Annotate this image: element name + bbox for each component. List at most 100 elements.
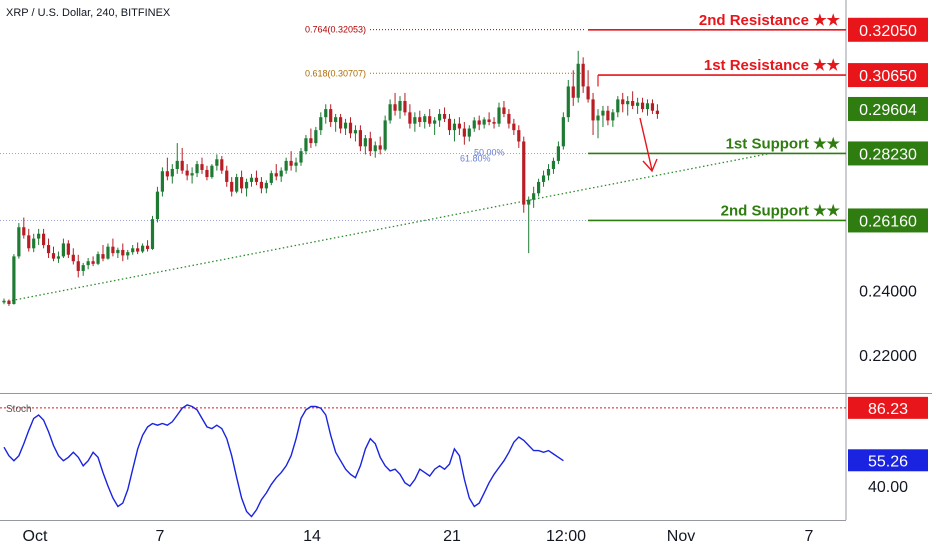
candle-body bbox=[170, 168, 174, 177]
level-price-box bbox=[848, 63, 928, 88]
candle-body bbox=[264, 182, 268, 189]
candle-body bbox=[398, 101, 402, 111]
candle-body bbox=[636, 102, 640, 106]
candle-body bbox=[225, 170, 229, 182]
level-price-box bbox=[848, 17, 928, 42]
candle-body bbox=[200, 164, 204, 170]
candle-body bbox=[546, 168, 551, 176]
candle-body bbox=[46, 245, 51, 254]
stoch-y-tick-label: 40.00 bbox=[868, 479, 908, 496]
candle-body bbox=[279, 170, 283, 177]
candle-body bbox=[304, 138, 308, 152]
x-tick-label: 7 bbox=[805, 528, 814, 545]
candle-body bbox=[472, 120, 476, 129]
candle-body bbox=[2, 300, 6, 303]
candle-body bbox=[591, 99, 595, 121]
candle-body bbox=[358, 130, 362, 147]
candle-body bbox=[215, 159, 219, 166]
candle-body bbox=[205, 169, 209, 178]
candle-body bbox=[626, 101, 630, 105]
candle-body bbox=[442, 113, 447, 119]
candle-body bbox=[150, 219, 155, 249]
candle-body bbox=[244, 181, 249, 189]
candle-body bbox=[180, 160, 184, 171]
candle-body bbox=[502, 107, 506, 114]
candle-body bbox=[447, 118, 452, 131]
candle-body bbox=[22, 227, 26, 236]
candle-body bbox=[566, 86, 570, 118]
level-price-box bbox=[848, 141, 928, 166]
candle-body bbox=[220, 159, 224, 171]
red-down-arrow-head bbox=[642, 158, 658, 173]
candle-body bbox=[611, 112, 615, 121]
candle-body bbox=[160, 171, 164, 192]
level-price-label: 0.30650 bbox=[859, 68, 917, 85]
candle-body bbox=[343, 122, 348, 129]
candle-body bbox=[403, 101, 407, 113]
level-price-label: 0.26160 bbox=[859, 213, 917, 230]
candle-body bbox=[42, 233, 46, 246]
candle-body bbox=[126, 252, 130, 256]
candle-body bbox=[269, 173, 273, 183]
candle-body bbox=[314, 130, 318, 144]
level-price-label: 0.28230 bbox=[859, 146, 917, 163]
candle-body bbox=[254, 177, 259, 182]
candle-body bbox=[408, 112, 412, 124]
candle-body bbox=[284, 160, 288, 171]
fib-label: 0.764(0.32053) bbox=[305, 25, 366, 35]
candle-body bbox=[388, 104, 392, 121]
candle-body bbox=[195, 164, 199, 174]
candle-body bbox=[650, 103, 655, 111]
candle-body bbox=[527, 199, 531, 205]
candle-body bbox=[61, 243, 65, 257]
stoch-current-box bbox=[848, 449, 928, 472]
candle-body bbox=[616, 99, 620, 113]
candle-body bbox=[309, 138, 313, 144]
candle-body bbox=[363, 138, 367, 147]
candle-body bbox=[640, 102, 645, 110]
candle-body bbox=[423, 116, 427, 123]
candle-body bbox=[106, 246, 110, 259]
candle-body bbox=[190, 173, 194, 176]
candle-body bbox=[457, 123, 461, 129]
y-tick-label: 0.24000 bbox=[859, 283, 917, 300]
level-label: 1st Resistance ★★ bbox=[704, 57, 841, 74]
candle-body bbox=[141, 245, 145, 252]
candle-body bbox=[155, 191, 160, 220]
candle-body bbox=[259, 181, 263, 189]
current-price-box bbox=[848, 96, 928, 121]
candle-body bbox=[497, 107, 501, 124]
candle-body bbox=[76, 261, 80, 271]
candle-body bbox=[462, 128, 466, 137]
candle-body bbox=[537, 181, 541, 194]
candle-body bbox=[289, 160, 293, 166]
candle-body bbox=[185, 170, 189, 176]
fib-label: 0.618(0.30707) bbox=[305, 68, 366, 78]
candle-body bbox=[541, 175, 546, 182]
candle-body bbox=[507, 113, 511, 124]
stoch-line[interactable] bbox=[3, 404, 564, 518]
chart-title: XRP / U.S. Dollar, 240, BITFINEX bbox=[6, 7, 171, 19]
y-tick-label: 0.22000 bbox=[859, 348, 917, 365]
candle-body bbox=[7, 300, 11, 304]
candle-body bbox=[428, 116, 432, 124]
candle-body bbox=[645, 103, 650, 110]
x-tick-label: Oct bbox=[23, 528, 48, 545]
candle-body bbox=[66, 243, 70, 255]
candle-body bbox=[467, 128, 471, 137]
candle-body bbox=[348, 122, 353, 134]
level-label: 1st Support ★★ bbox=[726, 135, 841, 152]
candle-body bbox=[131, 248, 135, 253]
candle-body bbox=[373, 145, 377, 152]
candle-body bbox=[482, 119, 486, 125]
candle-body bbox=[17, 227, 21, 257]
candle-body bbox=[517, 130, 521, 142]
level-price-label: 0.32050 bbox=[859, 23, 917, 40]
ascending-trendline[interactable] bbox=[3, 152, 771, 303]
candle-body bbox=[596, 115, 600, 121]
x-tick-label: 12:00 bbox=[546, 528, 586, 545]
candle-body bbox=[576, 63, 580, 98]
stoch-overbought-box bbox=[848, 396, 928, 419]
stoch-current-label: 55.26 bbox=[868, 453, 908, 470]
